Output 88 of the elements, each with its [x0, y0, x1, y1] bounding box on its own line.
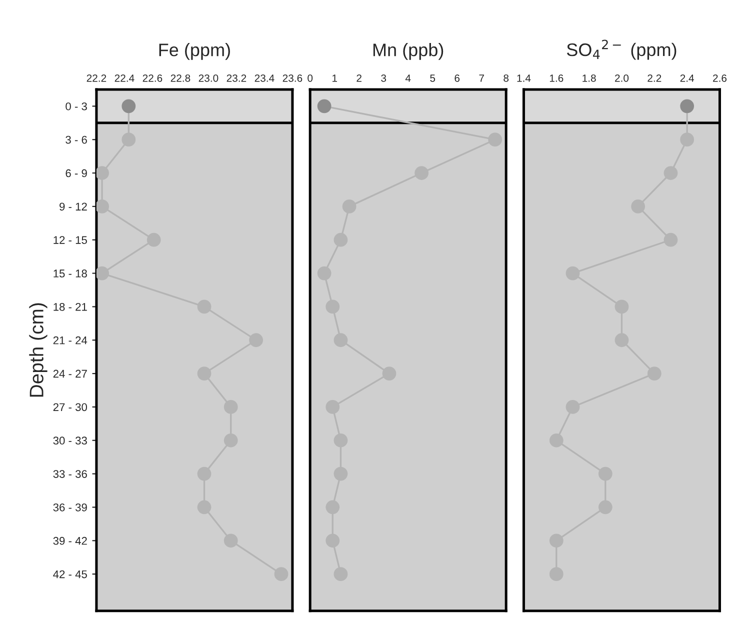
chart-title: Mn (ppb)	[373, 43, 444, 60]
point	[146, 232, 161, 247]
point	[317, 99, 332, 114]
x-tick-label: 2.4	[680, 74, 694, 82]
x-tick-label: 22.6	[142, 74, 162, 82]
y-tick-label: 39 - 42	[53, 536, 87, 545]
x-tick-label: 1.8	[582, 74, 596, 82]
y-tick-label: 24 - 27	[53, 370, 87, 378]
point	[549, 433, 564, 448]
x-tick-label: 2	[356, 74, 362, 82]
y-axis-title: Depth (cm)	[29, 303, 48, 397]
x-tick-label: 1.4	[517, 74, 531, 82]
point	[414, 166, 429, 180]
x-tick-label: 23.6	[282, 74, 302, 82]
point	[334, 433, 348, 448]
point	[488, 132, 502, 147]
point	[224, 534, 238, 548]
x-tick-label: 22.8	[170, 74, 190, 82]
point	[197, 300, 212, 314]
point	[614, 333, 629, 348]
x-tick-label: 23.0	[198, 74, 218, 82]
point	[96, 166, 110, 180]
y-tick-label: 0 - 3	[66, 102, 87, 110]
x-tick-label: 2.0	[615, 74, 629, 82]
x-tick-label: 2.2	[648, 74, 662, 82]
y-tick-label: 36 - 39	[53, 503, 87, 512]
point	[197, 500, 212, 514]
x-tick-label: 1.6	[550, 74, 564, 82]
point	[342, 199, 356, 214]
point	[680, 132, 694, 147]
point	[224, 400, 238, 414]
point	[647, 366, 662, 380]
x-tick-label: 3	[381, 74, 386, 82]
point	[566, 266, 580, 280]
x-tick-label: 6	[454, 74, 460, 82]
x-tick-label: 0	[308, 74, 313, 82]
x-tick-label: 8	[504, 74, 509, 82]
point	[249, 333, 264, 348]
y-tick-label: 12 - 15	[54, 236, 87, 244]
point	[631, 199, 646, 214]
point	[334, 466, 348, 481]
y-tick-label: 42 - 45	[53, 570, 87, 578]
point	[382, 366, 396, 380]
x-tick-label: 1	[332, 74, 337, 82]
y-tick-label: 18 - 21	[54, 302, 87, 311]
point	[122, 99, 136, 114]
point	[664, 232, 678, 247]
point	[334, 232, 348, 247]
x-tick-label: 23.2	[226, 74, 246, 82]
point	[317, 266, 332, 280]
chart-title: Fe (ppm)	[159, 43, 230, 60]
point	[326, 400, 340, 414]
point	[224, 433, 238, 448]
x-tick-label: 22.4	[114, 74, 134, 82]
point	[566, 400, 580, 414]
x-tick-label: 22.2	[86, 74, 106, 82]
x-tick-label: 7	[479, 74, 484, 82]
point	[334, 333, 348, 348]
y-tick-label: 27 - 30	[53, 403, 87, 412]
x-tick-label: 5	[430, 74, 436, 82]
point	[197, 366, 212, 380]
point	[664, 166, 678, 180]
y-tick-label: 9 - 12	[60, 202, 87, 211]
point	[598, 466, 612, 481]
point	[122, 132, 136, 147]
point	[96, 199, 110, 214]
y-tick-label: 21 - 24	[53, 336, 88, 344]
y-tick-label: 3 - 6	[66, 136, 87, 144]
point	[334, 567, 348, 582]
y-tick-label: 33 - 36	[53, 470, 87, 478]
x-tick-label: 23.4	[254, 74, 274, 82]
point	[197, 466, 212, 481]
point	[549, 567, 564, 582]
point	[96, 266, 110, 280]
point	[680, 99, 694, 114]
y-tick-label: 6 - 9	[66, 169, 87, 178]
x-tick-label: 4	[405, 74, 411, 82]
chart-title: SO$_{4}$$^{2−}$ (ppm)	[566, 40, 676, 60]
point	[326, 300, 340, 314]
x-tick-label: 2.6	[713, 74, 727, 82]
point	[598, 500, 612, 514]
y-tick-label: 15 - 18	[54, 270, 87, 278]
point	[326, 500, 340, 514]
point	[326, 534, 340, 548]
y-tick-label: 30 - 33	[53, 436, 87, 445]
point	[614, 300, 629, 314]
point	[549, 534, 564, 548]
point	[274, 567, 288, 582]
